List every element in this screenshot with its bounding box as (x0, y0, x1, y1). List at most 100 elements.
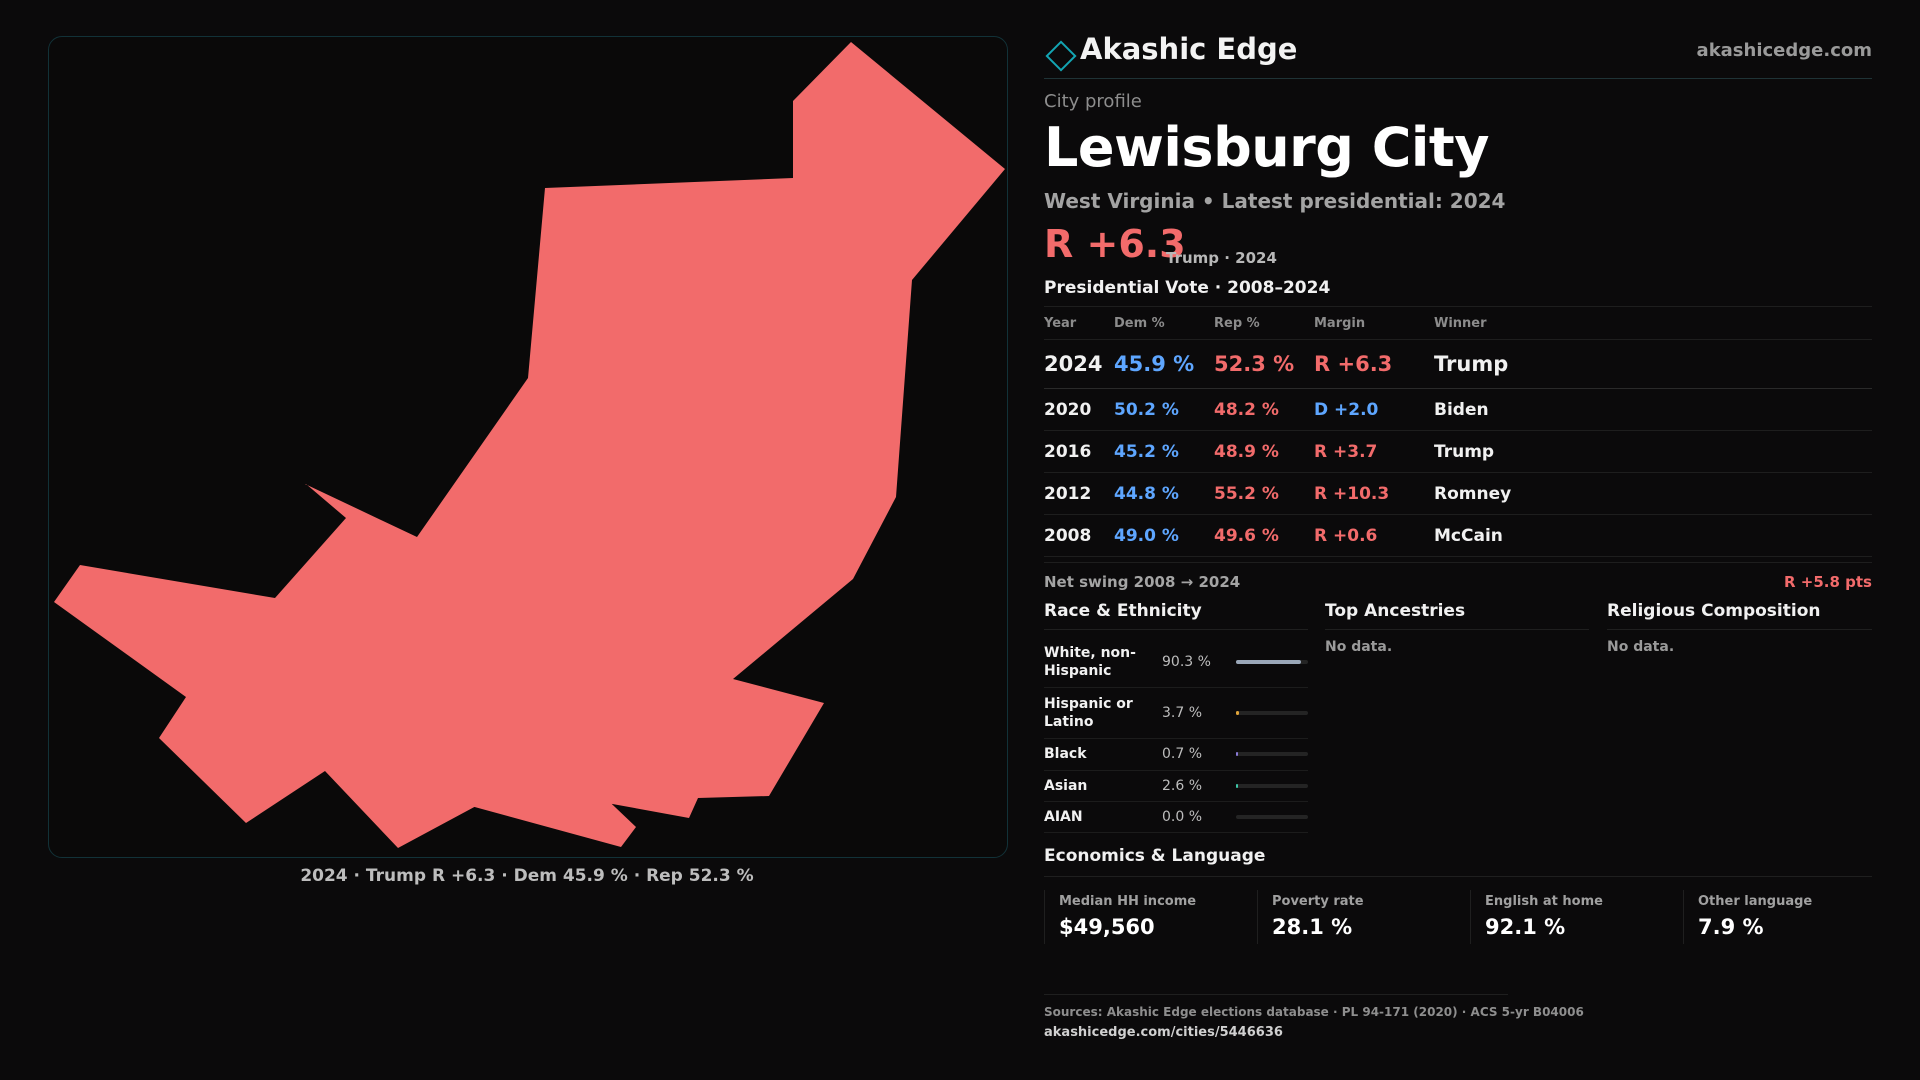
brand-name[interactable]: Akashic Edge (1080, 32, 1298, 66)
stat-label: English at home (1485, 894, 1603, 909)
brand-url-link[interactable]: akashicedge.com (1696, 40, 1872, 61)
col-header-rep: Rep % (1214, 306, 1314, 340)
table-row: 2024 45.9 % 52.3 % R +6.3 Trump (1044, 339, 1872, 389)
cell-margin: R +3.7 (1314, 430, 1434, 473)
cell-rep: 48.2 % (1214, 388, 1314, 431)
table-header-row: Year Dem % Rep % Margin Winner (1044, 306, 1872, 340)
cell-winner: Biden (1434, 388, 1872, 431)
stat-poverty-rate: Poverty rate 28.1 % (1257, 890, 1468, 944)
race-row: White, non-Hispanic 90.3 % (1044, 637, 1308, 688)
ancestries-empty-text: No data. (1325, 639, 1393, 655)
stat-other-language: Other language 7.9 % (1683, 890, 1872, 944)
race-pct: 3.7 % (1162, 687, 1236, 739)
cell-margin: R +0.6 (1314, 514, 1434, 557)
race-bar (1236, 752, 1308, 756)
diamond-logo-icon (1045, 40, 1077, 72)
cell-rep: 52.3 % (1214, 339, 1314, 389)
net-swing-label: Net swing 2008 → 2024 (1044, 573, 1241, 591)
cell-margin: D +2.0 (1314, 388, 1434, 431)
cell-rep: 48.9 % (1214, 430, 1314, 473)
col-header-winner: Winner (1434, 306, 1872, 340)
stat-value: $49,560 (1059, 915, 1155, 939)
ancestries-section-title: Top Ancestries (1325, 601, 1589, 630)
stat-median-income: Median HH income $49,560 (1044, 890, 1255, 944)
col-header-margin: Margin (1314, 306, 1434, 340)
religion-empty-text: No data. (1607, 639, 1675, 655)
city-boundary-map[interactable] (48, 36, 1008, 858)
race-bar (1236, 659, 1308, 664)
cell-rep: 49.6 % (1214, 514, 1314, 557)
race-bar-fill (1236, 710, 1239, 715)
cell-dem: 45.2 % (1114, 430, 1214, 473)
cell-year: 2016 (1044, 430, 1114, 473)
economics-grid: Median HH income $49,560 Poverty rate 28… (1044, 890, 1872, 944)
race-name: Black (1044, 738, 1162, 771)
race-name: White, non-Hispanic (1044, 637, 1162, 688)
race-bar-fill (1236, 659, 1302, 664)
cell-winner: Romney (1434, 472, 1872, 515)
economics-section-title: Economics & Language (1044, 846, 1872, 877)
race-section-title: Race & Ethnicity (1044, 601, 1308, 630)
city-boundary-shape[interactable] (54, 42, 1005, 848)
stat-english-at-home: English at home 92.1 % (1470, 890, 1681, 944)
race-pct: 0.0 % (1162, 801, 1236, 833)
table-row: 2016 45.2 % 48.9 % R +3.7 Trump (1044, 430, 1872, 473)
religion-section-title: Religious Composition (1607, 601, 1872, 630)
stat-value: 92.1 % (1485, 915, 1566, 939)
cell-margin: R +6.3 (1314, 339, 1434, 389)
race-row: Asian 2.6 % (1044, 770, 1308, 802)
footer-divider (1044, 994, 1508, 995)
cell-dem: 49.0 % (1114, 514, 1214, 557)
brand-header: Akashic Edge akashicedge.com (1044, 30, 1872, 79)
cell-year: 2024 (1044, 339, 1114, 389)
headline-margin: R +6.3 (1044, 222, 1186, 266)
cell-dem: 50.2 % (1114, 388, 1214, 431)
col-header-year: Year (1044, 306, 1114, 340)
headline-margin-note: Trump · 2024 (1166, 249, 1277, 267)
race-pct: 0.7 % (1162, 738, 1236, 771)
race-pct: 2.6 % (1162, 770, 1236, 802)
net-swing-value: R +5.8 pts (1784, 573, 1872, 591)
cell-margin: R +10.3 (1314, 472, 1434, 515)
race-row: AIAN 0.0 % (1044, 801, 1308, 833)
net-swing-row: Net swing 2008 → 2024 R +5.8 pts (1044, 562, 1872, 599)
cell-year: 2020 (1044, 388, 1114, 431)
stat-label: Median HH income (1059, 894, 1197, 909)
cell-winner: Trump (1434, 339, 1872, 389)
cell-year: 2012 (1044, 472, 1114, 515)
race-name: Asian (1044, 770, 1162, 802)
page-subtitle: West Virginia • Latest presidential: 202… (1044, 189, 1506, 213)
sources-text: Sources: Akashic Edge elections database… (1044, 1005, 1584, 1019)
race-bar (1236, 783, 1308, 788)
race-bar (1236, 710, 1308, 715)
cell-rep: 55.2 % (1214, 472, 1314, 515)
presidential-vote-table: Year Dem % Rep % Margin Winner 2024 45.9… (1044, 306, 1872, 557)
page-url-link[interactable]: akashicedge.com/cities/5446636 (1044, 1025, 1283, 1040)
page-title: Lewisburg City (1044, 116, 1489, 179)
cell-dem: 45.9 % (1114, 339, 1214, 389)
table-row: 2008 49.0 % 49.6 % R +0.6 McCain (1044, 514, 1872, 557)
race-name: AIAN (1044, 801, 1162, 833)
race-bar (1236, 814, 1308, 819)
map-caption: 2024 · Trump R +6.3 · Dem 45.9 % · Rep 5… (300, 866, 754, 886)
stat-value: 7.9 % (1698, 915, 1764, 939)
city-boundary-svg (54, 42, 1005, 848)
race-row: Black 0.7 % (1044, 738, 1308, 771)
col-header-dem: Dem % (1114, 306, 1214, 340)
cell-year: 2008 (1044, 514, 1114, 557)
race-name: Hispanic or Latino (1044, 687, 1162, 739)
race-ethnicity-table: White, non-Hispanic 90.3 % Hispanic or L… (1044, 637, 1308, 833)
cell-winner: McCain (1434, 514, 1872, 557)
table-row: 2020 50.2 % 48.2 % D +2.0 Biden (1044, 388, 1872, 431)
race-bar-fill (1236, 783, 1238, 788)
cell-winner: Trump (1434, 430, 1872, 473)
stat-label: Other language (1698, 894, 1813, 909)
stat-label: Poverty rate (1272, 894, 1364, 909)
vote-section-title: Presidential Vote · 2008–2024 (1044, 278, 1331, 298)
profile-kicker: City profile (1044, 91, 1142, 112)
table-row: 2012 44.8 % 55.2 % R +10.3 Romney (1044, 472, 1872, 515)
race-bar-fill (1236, 752, 1238, 756)
race-pct: 90.3 % (1162, 637, 1236, 688)
stat-value: 28.1 % (1272, 915, 1353, 939)
race-row: Hispanic or Latino 3.7 % (1044, 687, 1308, 739)
